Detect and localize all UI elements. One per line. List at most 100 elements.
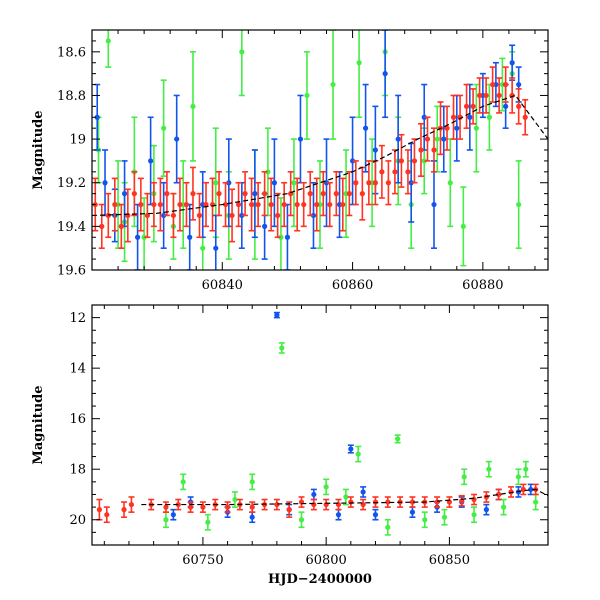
data-point <box>477 92 483 99</box>
data-point <box>131 191 137 197</box>
plot-area <box>92 30 548 270</box>
data-point <box>366 180 372 186</box>
data-point <box>457 114 463 120</box>
top-panel: 60840 60860 60880 18.6 18.8 19 19.2 19.4 19.6 Mag… <box>31 29 549 293</box>
data-point <box>298 517 305 523</box>
data-point <box>239 212 245 219</box>
series-2 <box>92 66 529 249</box>
data-point <box>242 191 248 197</box>
data-point <box>200 504 206 510</box>
data-point <box>187 504 194 510</box>
data-point <box>216 191 222 197</box>
data-point <box>268 201 274 208</box>
data-point <box>161 125 167 131</box>
data-point <box>421 114 427 120</box>
model-curve <box>141 488 548 506</box>
data-point <box>121 191 128 197</box>
data-point <box>222 201 229 208</box>
data-point <box>226 180 232 186</box>
series-1 <box>94 30 522 270</box>
data-point <box>431 147 437 153</box>
data-point <box>105 38 111 44</box>
data-point <box>355 451 361 457</box>
data-point <box>496 92 502 99</box>
data-point <box>141 234 147 240</box>
data-point <box>385 524 391 530</box>
data-point <box>441 514 448 520</box>
series-0 <box>170 311 534 524</box>
data-point <box>434 136 440 142</box>
data-point <box>372 512 379 518</box>
data-point <box>104 512 110 518</box>
data-point <box>398 158 405 164</box>
data-point <box>177 201 183 208</box>
data-point <box>496 491 502 498</box>
data-point <box>385 180 391 186</box>
x-axis-label: HJD−2400000 <box>268 572 372 587</box>
bottom-panel: 60750 60800 60850 12 14 16 18 20 Magnitude HJD−24… <box>31 304 549 587</box>
y-tick-label: 19.6 <box>57 264 86 279</box>
x-tick-label: 60850 <box>429 553 470 568</box>
data-point <box>483 507 489 513</box>
data-point <box>441 136 447 142</box>
data-point <box>405 169 411 175</box>
data-point <box>346 191 352 197</box>
y-tick-label: 18.8 <box>57 89 86 104</box>
data-point <box>224 504 231 510</box>
data-point <box>533 499 539 505</box>
data-point <box>486 114 492 120</box>
data-point <box>483 92 489 99</box>
y-axis-label: Magnitude <box>31 385 46 464</box>
data-point <box>161 212 167 219</box>
data-point <box>486 466 492 472</box>
data-point <box>372 180 378 186</box>
data-point <box>450 114 457 120</box>
data-point <box>515 474 522 480</box>
y-axis-label: Magnitude <box>31 110 46 189</box>
data-point <box>190 103 196 109</box>
data-point <box>343 494 349 500</box>
data-point <box>163 517 169 523</box>
data-point <box>349 158 356 164</box>
data-point <box>205 519 211 525</box>
data-point <box>96 507 102 513</box>
data-point <box>125 212 131 219</box>
y-tick-label: 19.2 <box>57 176 86 191</box>
data-point <box>516 81 522 88</box>
data-point <box>421 158 427 164</box>
data-point <box>470 103 476 109</box>
x-tick-label: 60860 <box>332 278 373 293</box>
data-point <box>424 136 431 142</box>
data-point <box>148 158 154 164</box>
data-point <box>359 191 365 197</box>
data-point <box>190 191 196 197</box>
data-point <box>99 223 105 229</box>
data-point <box>229 212 235 219</box>
data-point <box>196 212 203 219</box>
data-point <box>284 234 291 240</box>
data-point <box>183 201 190 208</box>
data-point <box>128 501 135 508</box>
data-point <box>382 71 388 77</box>
data-point <box>528 486 534 493</box>
data-point <box>271 180 277 186</box>
data-point <box>294 201 300 208</box>
data-point <box>112 201 118 208</box>
data-point <box>157 201 163 208</box>
data-point <box>509 60 515 66</box>
data-point <box>340 201 346 208</box>
y-tick-label: 14 <box>69 362 86 377</box>
data-point <box>239 49 245 55</box>
data-point <box>372 499 379 505</box>
data-point <box>249 479 255 485</box>
x-tick-label: 60800 <box>305 553 346 568</box>
data-point <box>307 191 313 197</box>
data-point <box>170 212 177 219</box>
data-point <box>311 491 317 498</box>
data-point <box>471 512 477 518</box>
data-point <box>274 312 280 318</box>
data-point <box>274 501 280 508</box>
data-point <box>463 103 470 109</box>
data-point <box>461 474 467 480</box>
y-tick-label: 20 <box>69 513 86 528</box>
